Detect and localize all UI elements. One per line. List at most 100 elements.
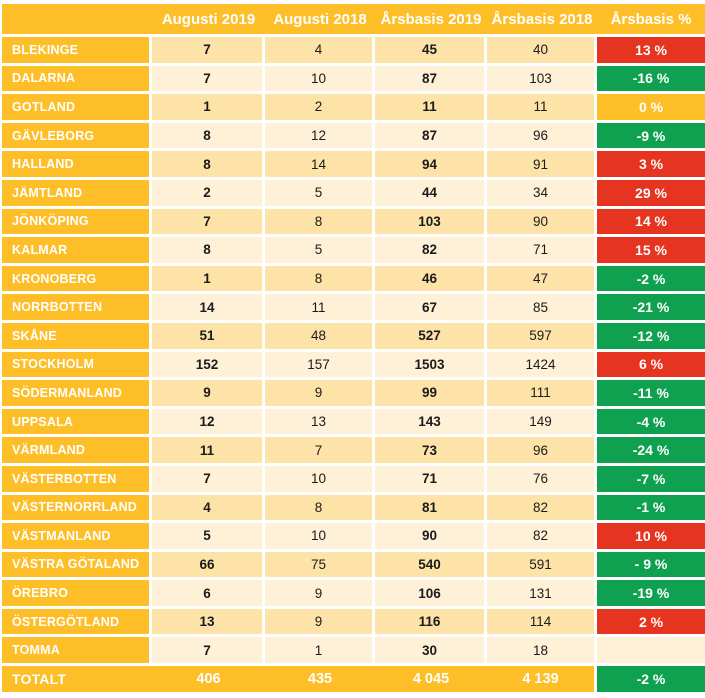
value-cell: 10 (265, 465, 375, 495)
value-cell: 66 (152, 551, 265, 581)
value-cell: 5 (152, 523, 265, 552)
region-name-cell: VÄRMLAND (2, 437, 152, 466)
value-cell: 1424 (487, 351, 597, 381)
region-name-cell: VÄSTERNORRLAND (2, 494, 152, 524)
pct-badge: -9 % (597, 122, 705, 152)
column-header: Augusti 2018 (265, 4, 375, 37)
value-cell: 106 (375, 580, 487, 609)
region-name-cell: HALLAND (2, 151, 152, 180)
value-cell: 8 (152, 122, 265, 152)
value-cell: 81 (375, 494, 487, 524)
pct-badge: 10 % (597, 523, 705, 552)
pct-badge: -1 % (597, 494, 705, 524)
value-cell: 4 (265, 37, 375, 66)
value-cell: 87 (375, 122, 487, 152)
value-cell: 9 (265, 608, 375, 638)
value-cell: 8 (265, 265, 375, 295)
value-cell: 1 (152, 265, 265, 295)
region-name-cell: VÄSTERBOTTEN (2, 465, 152, 495)
value-cell: 111 (487, 380, 597, 409)
region-name-cell: JÖNKÖPING (2, 208, 152, 238)
value-cell: 71 (487, 237, 597, 266)
total-value-cell: 4 045 (375, 666, 487, 696)
value-cell: 1 (152, 94, 265, 123)
value-cell: 9 (152, 380, 265, 409)
value-cell: 5 (265, 237, 375, 266)
value-cell: 85 (487, 294, 597, 323)
value-cell: 45 (375, 37, 487, 66)
total-label-cell: TOTALT (2, 666, 152, 696)
value-cell: 7 (265, 437, 375, 466)
value-cell: 2 (265, 94, 375, 123)
pct-badge: -7 % (597, 465, 705, 495)
value-cell: 6 (152, 580, 265, 609)
value-cell: 8 (265, 494, 375, 524)
region-name-cell: VÄSTRA GÖTALAND (2, 551, 152, 581)
value-cell: 7 (152, 65, 265, 95)
total-pct-badge: -2 % (597, 666, 705, 696)
value-cell: 18 (487, 637, 597, 667)
value-cell: 34 (487, 179, 597, 209)
region-name-cell: NORRBOTTEN (2, 294, 152, 323)
value-cell: 46 (375, 265, 487, 295)
value-cell: 30 (375, 637, 487, 667)
value-cell: 7 (152, 637, 265, 667)
value-cell: 157 (265, 351, 375, 381)
region-name-cell: DALARNA (2, 65, 152, 95)
value-cell: 90 (375, 523, 487, 552)
pct-badge: 0 % (597, 94, 705, 123)
region-name-cell: BLEKINGE (2, 37, 152, 66)
pct-badge: 6 % (597, 351, 705, 381)
region-name-cell: STOCKHOLM (2, 351, 152, 381)
value-cell: 94 (375, 151, 487, 180)
value-cell: 96 (487, 437, 597, 466)
value-cell: 103 (487, 65, 597, 95)
value-cell: 71 (375, 465, 487, 495)
value-cell: 597 (487, 322, 597, 352)
region-name-cell: TOMMA (2, 637, 152, 667)
value-cell: 67 (375, 294, 487, 323)
value-cell: 47 (487, 265, 597, 295)
pct-badge: -21 % (597, 294, 705, 323)
pct-badge: -19 % (597, 580, 705, 609)
value-cell: 51 (152, 322, 265, 352)
pct-badge: 2 % (597, 608, 705, 638)
pct-badge: - 9 % (597, 551, 705, 581)
value-cell: 14 (152, 294, 265, 323)
region-name-cell: KALMAR (2, 237, 152, 266)
total-value-cell: 435 (265, 666, 375, 696)
region-name-cell: SKÅNE (2, 322, 152, 352)
total-value-cell: 4 139 (487, 666, 597, 696)
value-cell: 5 (265, 179, 375, 209)
region-name-cell: VÄSTMANLAND (2, 523, 152, 552)
pct-badge: 29 % (597, 179, 705, 209)
value-cell: 13 (265, 408, 375, 438)
value-cell: 114 (487, 608, 597, 638)
value-cell: 82 (375, 237, 487, 266)
region-name-cell: KRONOBERG (2, 265, 152, 295)
value-cell: 103 (375, 208, 487, 238)
value-cell: 1 (265, 637, 375, 667)
value-cell: 48 (265, 322, 375, 352)
value-cell: 591 (487, 551, 597, 581)
region-name-cell: GOTLAND (2, 94, 152, 123)
value-cell: 527 (375, 322, 487, 352)
value-cell: 13 (152, 608, 265, 638)
value-cell: 7 (152, 37, 265, 66)
value-cell: 14 (265, 151, 375, 180)
value-cell: 40 (487, 37, 597, 66)
value-cell: 10 (265, 523, 375, 552)
value-cell: 8 (152, 237, 265, 266)
pct-badge: -24 % (597, 437, 705, 466)
value-cell: 82 (487, 523, 597, 552)
region-name-cell: UPPSALA (2, 408, 152, 438)
pct-badge: -11 % (597, 380, 705, 409)
value-cell: 1503 (375, 351, 487, 381)
value-cell: 10 (265, 65, 375, 95)
value-cell: 9 (265, 580, 375, 609)
pct-badge: -2 % (597, 265, 705, 295)
value-cell: 82 (487, 494, 597, 524)
value-cell: 9 (265, 380, 375, 409)
column-header: Årsbasis 2018 (487, 4, 597, 37)
value-cell: 87 (375, 65, 487, 95)
